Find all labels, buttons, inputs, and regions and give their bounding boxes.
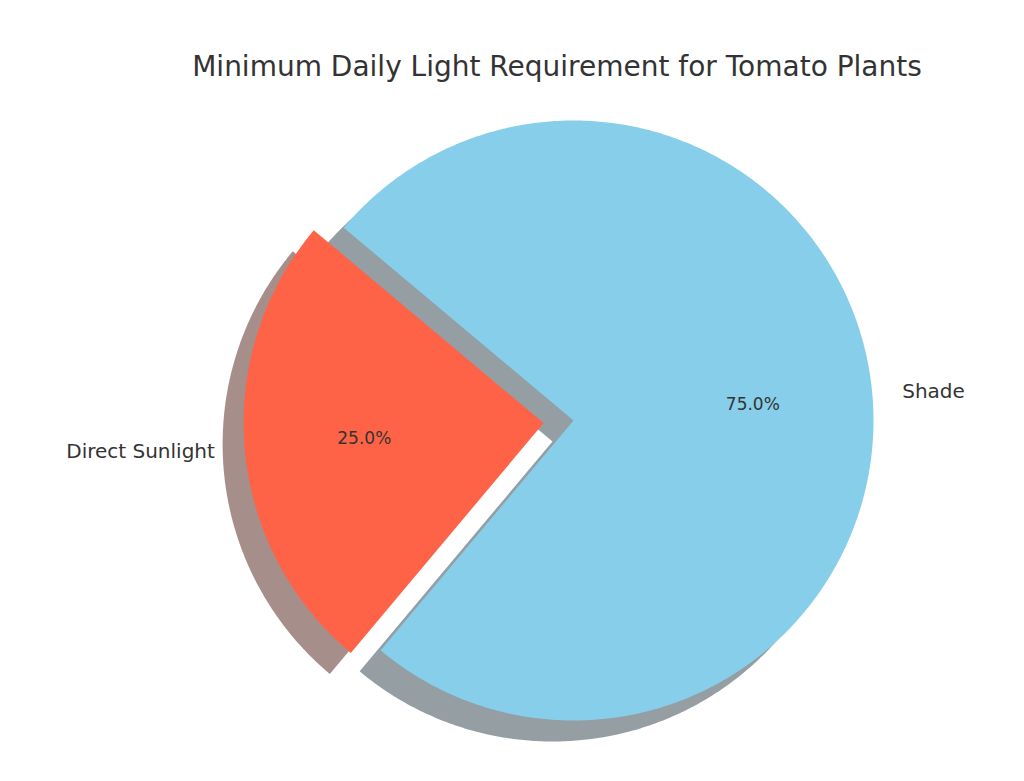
html-text:Minimum Daily Light Requiremen: Minimum Daily Light Requirement for Toma…	[192, 50, 922, 83]
svg-text:Shade: Shade	[902, 379, 965, 403]
svg-text:25.0%: 25.0%	[337, 428, 391, 448]
svg-text:75.0%: 75.0%	[726, 394, 780, 414]
svg-text:Direct Sunlight: Direct Sunlight	[66, 439, 215, 463]
